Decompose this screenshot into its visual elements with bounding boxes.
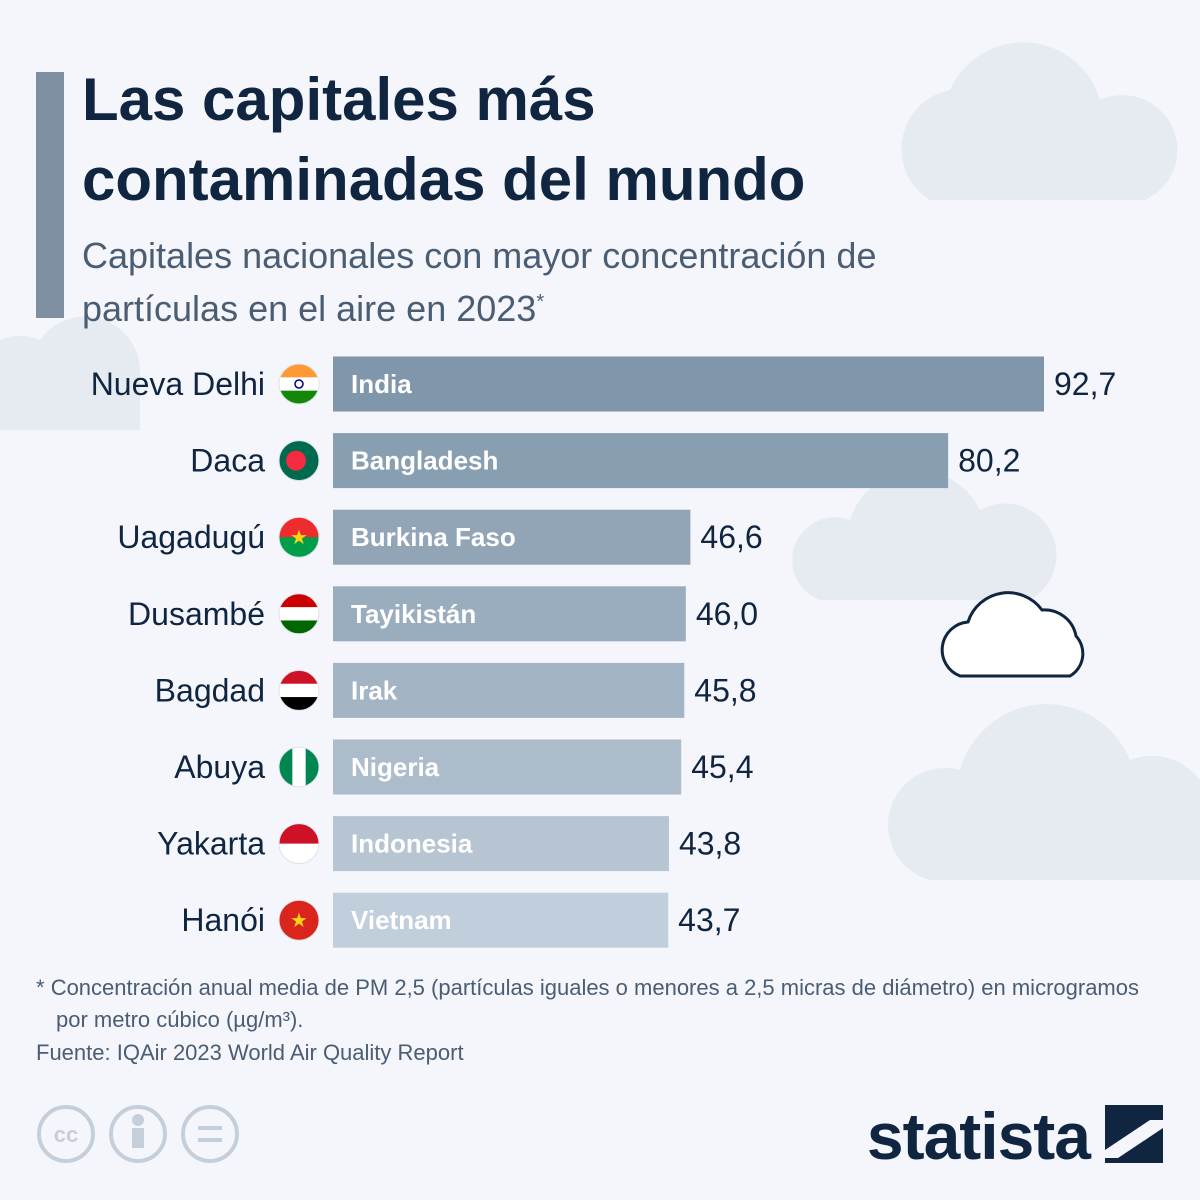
category-label: Daca xyxy=(190,443,265,479)
chart-subtitle: Capitales nacionales con mayor concentra… xyxy=(82,232,962,332)
footnote: * Concentración anual media de PM 2,5 (p… xyxy=(36,972,1176,1036)
flag-stripe xyxy=(305,747,319,787)
footnote-marker: * xyxy=(36,975,45,1000)
cc-icons: cc xyxy=(37,1105,239,1163)
flag-stripe xyxy=(279,607,319,621)
flag xyxy=(278,823,320,865)
category-label: Hanói xyxy=(181,902,265,938)
flag-border xyxy=(278,516,320,558)
bar xyxy=(333,586,686,642)
value-label: 43,8 xyxy=(679,826,741,862)
value-label: 46,0 xyxy=(696,596,758,632)
flag: ★ xyxy=(278,899,320,941)
logo: statista xyxy=(866,1099,1091,1173)
flag-stripe xyxy=(292,747,307,787)
title-accent xyxy=(36,72,64,318)
category-label: Uagadugú xyxy=(117,519,265,555)
bar-label: Tayikistán xyxy=(351,599,476,629)
value-label: 45,8 xyxy=(694,672,756,708)
cloud-icon xyxy=(940,591,1085,678)
bar-label: Burkina Faso xyxy=(351,522,516,552)
source: Fuente: IQAir 2023 World Air Quality Rep… xyxy=(36,1040,464,1065)
flag xyxy=(278,440,320,482)
flag xyxy=(278,746,320,788)
flag-stripe xyxy=(279,683,319,698)
value-label: 80,2 xyxy=(958,443,1020,479)
flag-border xyxy=(278,593,320,635)
category-label: Dusambé xyxy=(128,596,265,632)
value-label: 45,4 xyxy=(691,749,753,785)
flag-stripe xyxy=(279,390,319,404)
flag-border xyxy=(278,899,320,941)
category-label: Abuya xyxy=(174,749,265,785)
clouds xyxy=(0,42,1200,880)
bar-label: Bangladesh xyxy=(351,446,498,476)
bar-label: Vietnam xyxy=(351,905,452,935)
subtitle-text: Capitales nacionales con mayor concentra… xyxy=(82,235,877,329)
bar xyxy=(333,433,949,489)
flag-stripe xyxy=(279,843,319,864)
flag-border xyxy=(278,363,320,405)
flag-stripe xyxy=(279,517,319,538)
svg-text:cc: cc xyxy=(54,1122,78,1147)
flag-border xyxy=(278,823,320,865)
bar-label: India xyxy=(351,369,412,399)
bar xyxy=(333,509,691,565)
flag-border xyxy=(278,669,320,711)
flag-stripe xyxy=(279,593,319,608)
flag xyxy=(278,669,320,711)
flag-stripe xyxy=(279,620,319,634)
category-label: Nueva Delhi xyxy=(91,366,265,402)
flag-border xyxy=(278,746,320,788)
bar-label: Nigeria xyxy=(351,752,440,782)
flag-stripe xyxy=(279,697,319,711)
bar-label: Irak xyxy=(351,675,398,705)
flag-stripe xyxy=(279,747,293,787)
bar xyxy=(333,662,685,718)
footnote-text: Concentración anual media de PM 2,5 (par… xyxy=(50,975,1139,1032)
flag-emblem xyxy=(294,379,304,389)
bar xyxy=(333,356,1044,412)
flag-emblem: ★ xyxy=(290,910,308,932)
flag xyxy=(278,593,320,635)
flag: ★ xyxy=(278,516,320,558)
flag-stripe xyxy=(279,537,319,558)
bar xyxy=(333,892,669,948)
flag-emblem xyxy=(286,450,306,471)
flag-stripe xyxy=(279,900,319,941)
bar-label: Indonesia xyxy=(351,829,473,859)
category-label: Yakarta xyxy=(157,826,265,862)
flag xyxy=(278,363,320,405)
flag-stripe xyxy=(279,670,319,685)
value-label: 43,7 xyxy=(678,902,740,938)
subtitle-marker: * xyxy=(536,291,545,313)
flag-border xyxy=(278,440,320,482)
chart-title: Las capitales más contaminadas del mundo xyxy=(82,66,806,213)
logo-mark xyxy=(1105,1105,1163,1163)
flag-emblem: ★ xyxy=(290,527,308,549)
flag-stripe xyxy=(279,377,319,392)
category-label: Bagdad xyxy=(155,672,265,708)
bar xyxy=(333,816,669,872)
value-label: 46,6 xyxy=(700,519,762,555)
bar xyxy=(333,739,682,795)
flag-stripe xyxy=(279,823,319,845)
value-label: 92,7 xyxy=(1054,366,1116,402)
flag-stripe xyxy=(279,364,319,378)
